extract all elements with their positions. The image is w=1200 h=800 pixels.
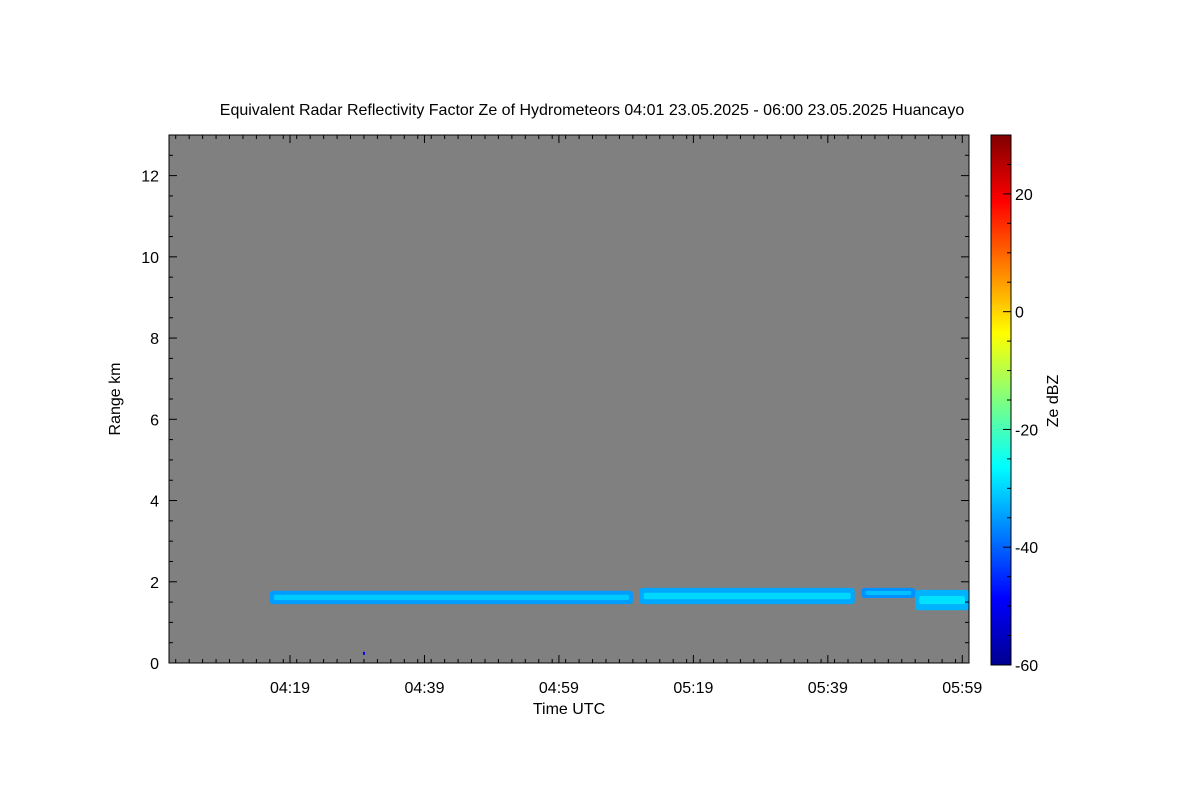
echo-layer-core [865, 590, 912, 595]
chart-title: Equivalent Radar Reflectivity Factor Ze … [220, 102, 965, 119]
colorbar: -60 -40 -20 0 20 Ze dBZ [990, 134, 1062, 675]
echo-layer-core [273, 594, 629, 601]
x-axis: 04:19 04:39 04:59 05:19 05:39 05:59 [175, 135, 982, 697]
colorbar-tick-label: -40 [1015, 540, 1038, 557]
x-tick-label: 04:39 [404, 680, 444, 697]
echo-layer-core [643, 592, 851, 600]
y-tick-label: 4 [150, 494, 159, 511]
x-tick-label: 05:39 [808, 680, 848, 697]
plot-background [169, 135, 969, 663]
y-tick-label: 0 [150, 656, 159, 673]
y-tick-label: 2 [150, 575, 159, 592]
x-axis-label: Time UTC [533, 701, 605, 718]
y-tick-label: 6 [150, 412, 159, 429]
plot-area [168, 134, 970, 664]
x-tick-label: 05:19 [673, 680, 713, 697]
y-tick-label: 12 [141, 169, 159, 186]
colorbar-tick-label: -60 [1015, 658, 1038, 675]
y-axis: 0 2 4 6 8 10 12 [141, 154, 969, 673]
colorbar-label: Ze dBZ [1045, 375, 1062, 428]
colorbar-tick-label: 0 [1015, 305, 1024, 322]
x-tick-label: 04:59 [539, 680, 579, 697]
colorbar-ticks: -60 -40 -20 0 20 [1003, 163, 1038, 675]
y-tick-label: 8 [150, 331, 159, 348]
colorbar-tick-label: -20 [1015, 422, 1038, 439]
y-axis-label: Range km [107, 363, 124, 436]
x-tick-label: 05:59 [942, 680, 982, 697]
echo-layer-core [919, 595, 965, 605]
y-tick-label: 10 [141, 250, 159, 267]
echo-layer-group [269, 587, 969, 655]
x-tick-label: 04:19 [270, 680, 310, 697]
colorbar-tick-label: 20 [1015, 187, 1033, 204]
echo-point [362, 651, 365, 655]
